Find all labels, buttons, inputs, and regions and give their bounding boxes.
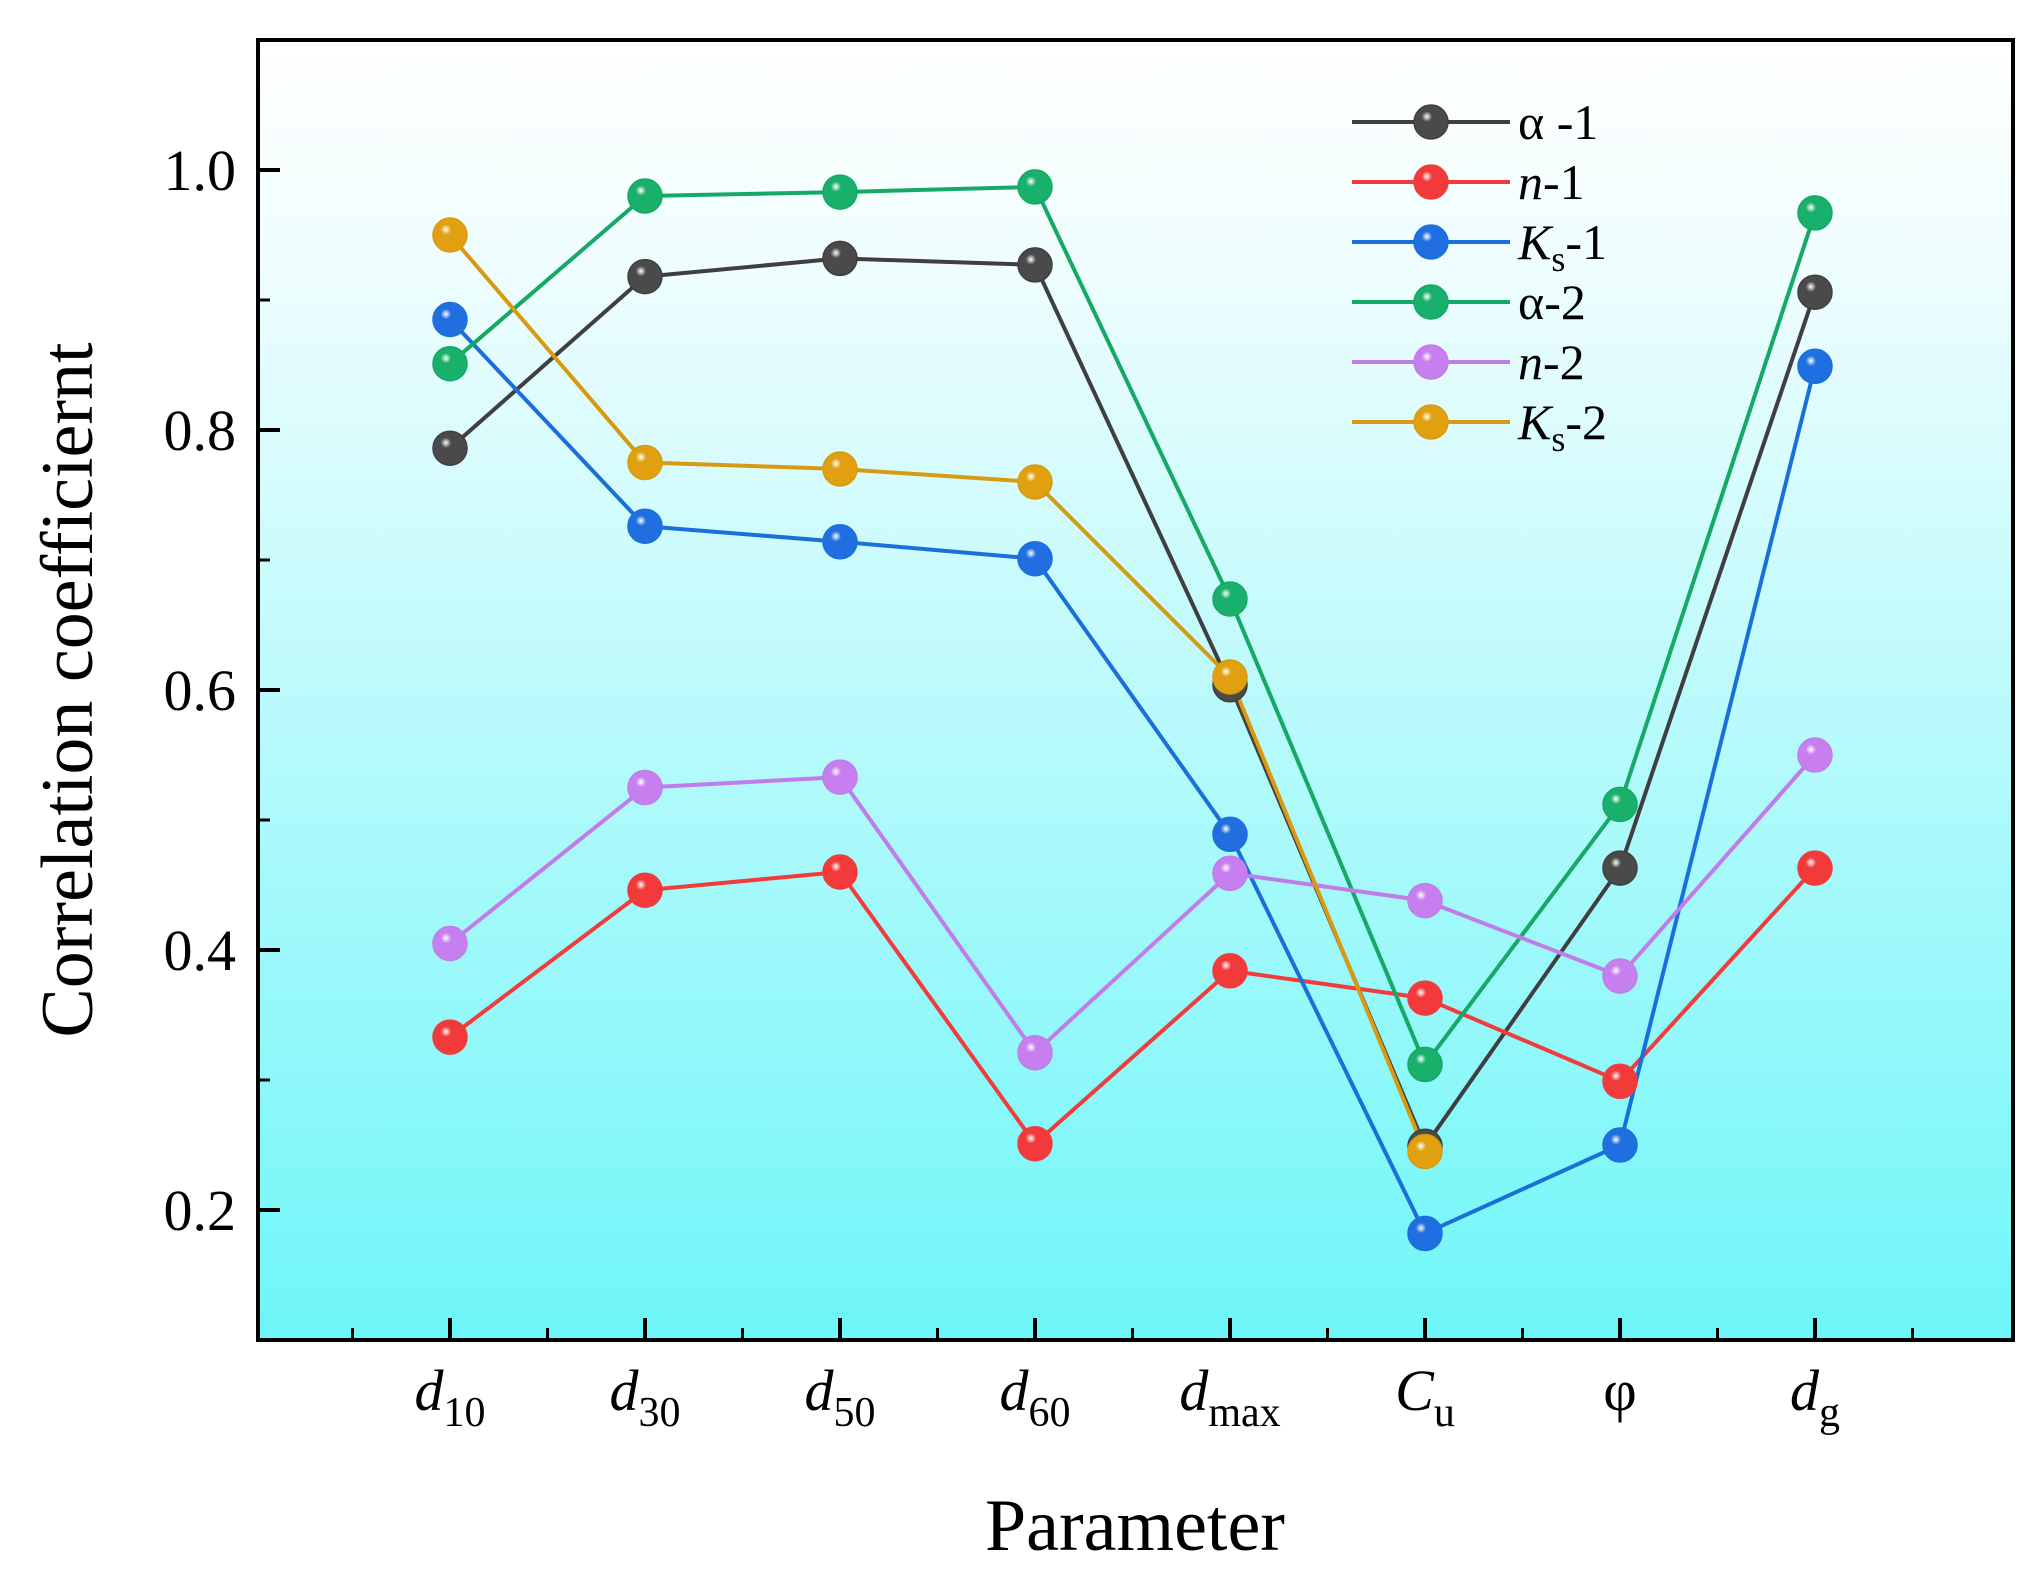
data-point: [1017, 464, 1053, 500]
data-point: [1212, 816, 1248, 853]
y-tick-label: 0.4: [164, 918, 237, 983]
data-point: [1017, 540, 1053, 577]
x-tick-label: d60: [1000, 1358, 1071, 1436]
y-tick-label: 1.0: [164, 138, 237, 203]
y-tick-label: 0.8: [164, 398, 237, 463]
series-line: [448, 233, 1427, 1153]
data-point: [1407, 980, 1443, 1016]
data-point: [1602, 786, 1638, 823]
data-point: [1407, 1133, 1443, 1170]
data-point: [432, 217, 468, 253]
x-tick-label: dg: [1790, 1358, 1840, 1436]
data-point: [1212, 659, 1248, 695]
x-axis-title: Parameter: [985, 1485, 1285, 1567]
data-point: [1602, 1063, 1638, 1100]
legend-marker: [1413, 404, 1449, 440]
data-point: [1602, 1127, 1638, 1163]
legend-marker: [1413, 224, 1449, 260]
data-point: [627, 769, 663, 806]
legend-label: Ks-2: [1517, 394, 1607, 459]
data-point: [1797, 348, 1833, 385]
plot-background: [258, 40, 2013, 1340]
legend: α -1n-1Ks-1α-2n-2Ks-2: [1352, 94, 1607, 459]
data-point: [1017, 1034, 1053, 1071]
data-point: [627, 872, 663, 908]
series-markers: [432, 169, 1833, 1252]
y-tick-label: 0.6: [164, 658, 237, 723]
data-point: [1602, 850, 1638, 886]
series-lines: [448, 184, 1817, 1236]
x-tick-label: d30: [610, 1358, 681, 1436]
data-point: [1602, 958, 1638, 994]
y-tick-label: 0.2: [164, 1178, 237, 1243]
x-tick-label: Cu: [1395, 1358, 1455, 1436]
data-point: [1797, 850, 1833, 886]
data-point: [1407, 1046, 1443, 1083]
legend-marker: [1413, 104, 1449, 140]
series-line: [448, 753, 1817, 1055]
y-axis-title: Correlation coefficiernt: [27, 342, 109, 1038]
legend-marker: [1413, 344, 1449, 380]
x-tick-label: d10: [415, 1358, 486, 1436]
legend-label: α-2: [1518, 274, 1586, 330]
x-tick-label: dmax: [1179, 1358, 1280, 1436]
series-line: [448, 866, 1817, 1146]
data-point: [822, 854, 858, 890]
data-point: [1797, 195, 1833, 231]
data-point: [1797, 274, 1833, 310]
x-tick-label: φ: [1603, 1358, 1636, 1423]
data-point: [627, 444, 663, 481]
legend-label: α -1: [1518, 94, 1598, 150]
data-point: [1407, 882, 1443, 919]
data-point: [1212, 581, 1248, 617]
series-line: [448, 256, 1817, 1149]
data-point: [1212, 953, 1248, 989]
data-point: [432, 925, 468, 962]
data-point: [627, 508, 663, 544]
legend-label: Ks-1: [1517, 214, 1607, 279]
legend-label: n-2: [1518, 334, 1585, 390]
data-point: [432, 1019, 468, 1055]
data-point: [1212, 855, 1248, 892]
data-point: [432, 345, 468, 382]
legend-marker: [1413, 164, 1449, 200]
data-point: [822, 174, 858, 210]
x-tick-label: d50: [805, 1358, 876, 1436]
data-point: [1017, 247, 1053, 283]
data-point: [1017, 169, 1053, 205]
data-point: [822, 759, 858, 795]
data-point: [432, 301, 468, 338]
data-point: [432, 430, 468, 466]
data-point: [822, 240, 858, 277]
data-point: [627, 258, 663, 295]
data-point: [1407, 1215, 1443, 1252]
data-point: [627, 178, 663, 214]
series-line: [448, 318, 1817, 1236]
plot-frame: [256, 38, 2015, 1342]
legend-label: n-1: [1518, 154, 1585, 210]
data-point: [822, 451, 858, 487]
series-line: [448, 184, 1817, 1067]
data-point: [822, 524, 858, 560]
data-point: [1017, 1125, 1053, 1162]
axes: 0.2 0.4 0.6 0.8 1.0 d10 d30 d50 d60 dmax Cu φ dg: [164, 138, 1914, 1436]
data-point: [1797, 737, 1833, 773]
legend-marker: [1413, 284, 1449, 320]
